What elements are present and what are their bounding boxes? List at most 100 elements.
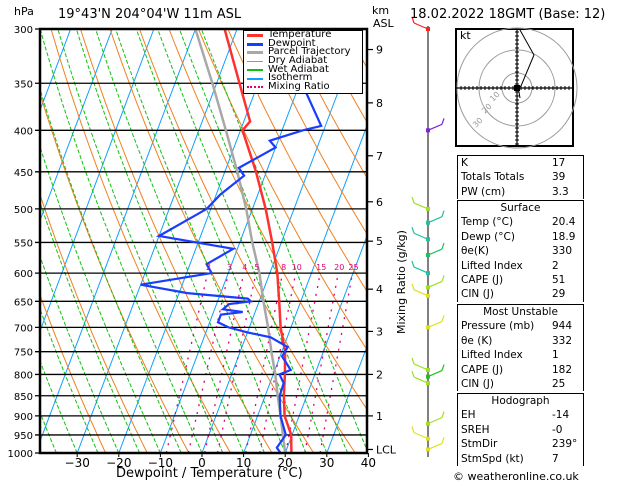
pressure-tick-label: 450 [14,168,33,179]
legend-item: Dewpoint [244,38,362,49]
pressure-tick-label: 750 [14,348,33,359]
mixing-ratio-label: 25 [348,263,358,272]
mixing-ratio-label: 10 [292,263,302,272]
x-tick-label: 40 [361,456,376,470]
mixing-ratio-line [187,272,230,453]
index-row: θe(K) 330 [461,245,573,258]
isotherm-line [40,29,113,223]
mixing-ratio-line [165,272,209,453]
km-tick-label: 8 [376,97,383,110]
legend-swatch-dewpoint [247,42,263,46]
wind-barb-shaft [427,216,443,224]
section-title: Surface [500,202,541,214]
km-axis: 9 8 7 6 5 4 3 2 1 LCL [367,44,397,456]
wind-barbs [411,16,445,457]
wet-adiabat-line [95,29,265,453]
km-tick-label: 2 [376,368,383,381]
indices-hodograph: Hodograph EH -14 SREH -0 StmDir 239° StmSpd… [457,393,584,466]
km-tick-label: 4 [376,283,383,296]
km-tick-label: 3 [376,325,383,338]
x-tick-label: −10 [148,456,173,470]
mixing-ratio-line [216,272,257,453]
isotherm-line [326,344,367,453]
mixing-ratio-line [285,272,321,453]
wind-barb-shaft [427,370,443,378]
index-row: Dewp (°C) 18.9 [461,230,576,243]
index-row: StmDir 239° [461,438,578,451]
km-tick-label: 9 [376,44,383,57]
km-tick-label: 6 [376,196,383,209]
index-row: θe (K) 332 [461,334,573,347]
wind-barb [427,242,445,256]
km-tick-label: 5 [376,235,383,248]
wind-barb-flag [411,196,415,204]
pressure-tick-label: 300 [14,25,33,36]
mixing-ratio-line [245,272,284,453]
wind-barb-marker [426,253,430,258]
legend: Temperature Dewpoint Parcel Trajectory D… [243,30,363,94]
wet-adiabat-line [40,29,203,453]
indices-top: K 17 Totals Totals 39 PW (cm) 3.3 [457,155,584,200]
mixing-ratio-label: 15 [316,263,326,272]
temperature-axis: −30 −20 −10 0 10 20 30 40 [65,453,376,470]
pressure-tick-label: 900 [14,412,33,423]
legend-swatch-mixing-ratio [247,86,263,89]
pressure-tick-label: 650 [14,297,33,308]
x-tick-label: 0 [198,456,206,470]
mixing-ratio-line [304,272,339,453]
wind-barb-shaft [413,432,429,440]
km-tick-label: 7 [376,150,383,163]
isotherm-line [40,29,72,112]
km-tick-label: 1 [376,410,383,423]
wind-barb-flag [411,16,415,24]
dry-adiabat-line [256,29,367,235]
pressure-tick-label: 550 [14,238,33,249]
wind-barb-shaft [413,22,429,30]
x-tick-label: −30 [65,456,90,470]
index-row: Pressure (mb) 944 [461,320,573,333]
index-row: Lifted Index 2 [461,259,559,272]
legend-swatch-isotherm [247,78,263,80]
wind-barb-shaft [427,123,443,131]
wind-barb-flag [441,364,445,371]
dry-adiabat-line [611,29,629,453]
dry-adiabat-line [286,29,367,179]
index-row: CAPE (J) 51 [461,273,566,286]
legend-item: Temperature [244,30,362,40]
isotherm-line [40,29,196,443]
wind-barb-flag [441,118,445,125]
right-unit-km: km [372,4,390,17]
legend-swatch-temperature [247,33,263,37]
dry-adiabat-line [582,29,629,453]
dry-adiabat-line [227,29,367,293]
dry-adiabat-line [50,29,231,453]
index-row: StmSpd (kt) 7 [461,452,559,465]
legend-item: Mixing Ratio [244,82,362,92]
legend-item: Wet Adiabat [244,64,362,75]
isotherm-line [40,29,155,333]
x-tick-label: 30 [319,456,334,470]
wind-barb [411,357,429,371]
pressure-tick-label: 600 [14,269,33,280]
wind-barb-flag [441,210,445,217]
isotherm-line [118,29,280,453]
mixing-ratio-label: 2 [206,263,211,272]
wind-barb [411,370,429,384]
pressure-tick-label: 950 [14,431,33,442]
wind-barb-flag [411,283,415,291]
isotherm-line [76,29,238,453]
wind-barb-flag [411,260,415,268]
mixing-ratio-label: 3 [227,263,232,272]
legend-swatch-parcel [247,51,263,55]
wind-barb [411,16,429,30]
dewpoint-line [140,29,323,453]
wind-barb [411,260,429,274]
wind-barb [411,227,429,240]
km-tick-label: LCL [376,443,397,456]
wind-barb-flag [441,275,445,282]
wet-adiabat-line [57,29,224,453]
isotherm-line [201,29,363,453]
wind-barb-flag [411,370,415,378]
